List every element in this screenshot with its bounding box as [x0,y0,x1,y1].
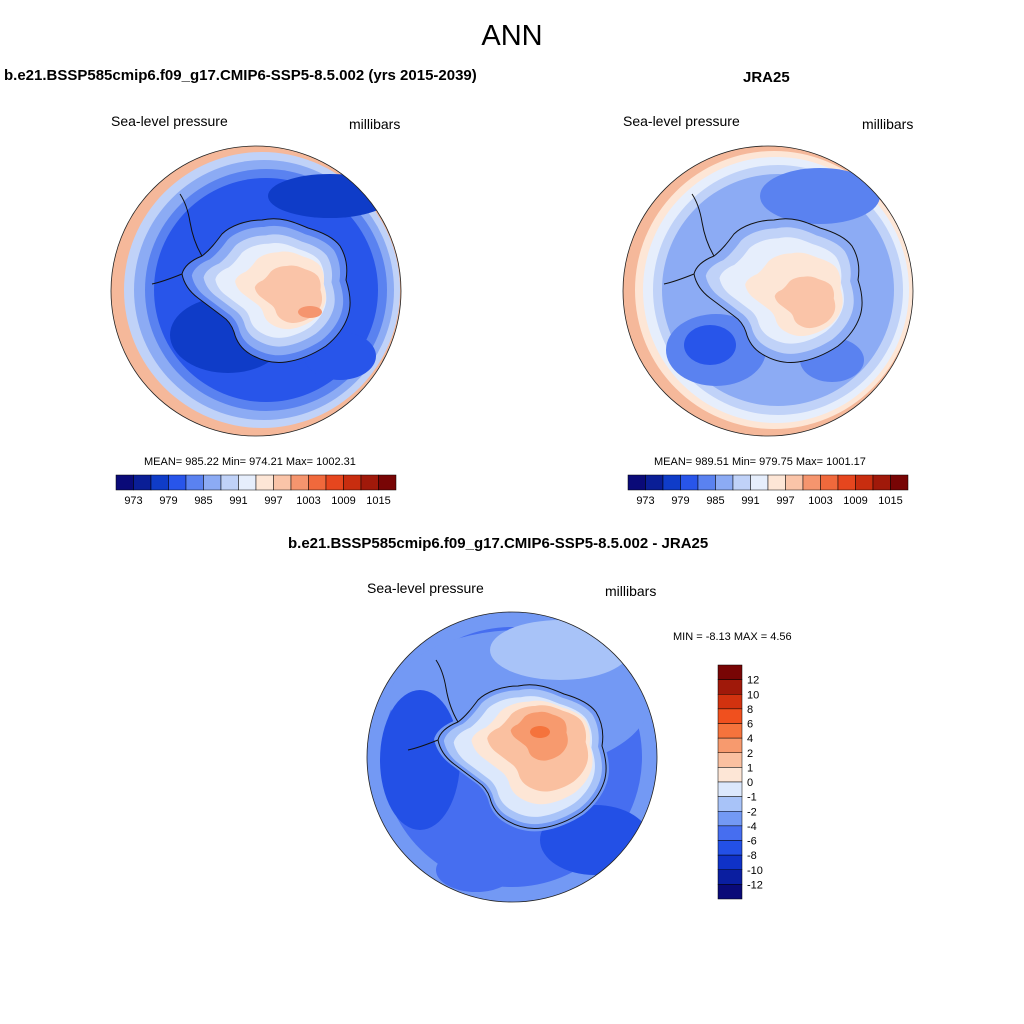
obs-colorbar-swatch [767,474,786,491]
obs-colorbar-swatch [855,474,874,491]
model-colorbar-swatch [290,474,309,491]
diff-colorbar-swatch [717,869,743,885]
model-colorbar-tick-label: 1003 [296,495,320,507]
obs-colorbar-swatch [872,474,891,491]
obs-colorbar-swatch [802,474,821,491]
diff-colorbar-swatch [717,752,743,768]
obs-colorbar-swatch [837,474,856,491]
diff-colorbar-swatch [717,767,743,783]
model-polar-map [111,146,401,436]
obs-colorbar-tick-label: 979 [671,495,689,507]
diff-units-label: millibars [605,583,657,599]
diff-colorbar-tick-label: -6 [747,836,757,848]
model-stats: MEAN= 985.22 Min= 974.21 Max= 1002.31 [144,456,356,468]
model-variable-label: Sea-level pressure [111,113,228,129]
obs-colorbar-swatch [785,474,804,491]
obs-polar-map [623,146,913,436]
model-colorbar-tick-label: 973 [124,495,142,507]
diff-colorbar-swatch [717,694,743,710]
diff-variable-label: Sea-level pressure [367,580,484,596]
diff-panel-title: b.e21.BSSP585cmip6.f09_g17.CMIP6-SSP5-8.… [288,535,709,552]
diff-colorbar-tick-label: 8 [747,704,753,716]
diff-colorbar-tick-label: -2 [747,806,757,818]
obs-units-label: millibars [862,116,914,132]
season-title: ANN [481,20,543,52]
model-colorbar-swatch [255,474,274,491]
model-panel-title: b.e21.BSSP585cmip6.f09_g17.CMIP6-SSP5-8.… [4,67,477,84]
obs-colorbar-tick-label: 973 [636,495,654,507]
obs-colorbar-swatch [750,474,769,491]
obs-colorbar-tick-label: 1015 [878,495,902,507]
obs-colorbar-swatch [890,474,909,491]
model-colorbar-swatch [273,474,292,491]
diff-colorbar-swatch [717,781,743,797]
model-colorbar-swatch [360,474,379,491]
obs-colorbar-swatch [627,474,646,491]
model-colorbar-swatch [133,474,152,491]
model-colorbar-tick-label: 1009 [331,495,355,507]
diff-colorbar-tick-label: 12 [747,675,759,687]
diff-stats: MIN = -8.13 MAX = 4.56 [673,631,792,643]
diff-colorbar-swatch [717,664,743,680]
model-colorbar-tick-label: 991 [229,495,247,507]
diff-colorbar-tick-label: -8 [747,850,757,862]
diff-colorbar-swatch [717,679,743,695]
obs-colorbar: 973 979 985 991 997 1003 1009 1015 [627,474,909,507]
diff-colorbar-swatch [717,825,743,841]
model-colorbar-swatch [378,474,397,491]
diff-colorbar-tick-label: 10 [747,689,759,701]
model-colorbar-swatch [185,474,204,491]
model-colorbar-swatch [308,474,327,491]
diff-colorbar-tick-label: 1 [747,762,753,774]
obs-colorbar-swatch [680,474,699,491]
model-colorbar-tick-label: 1015 [366,495,390,507]
model-colorbar-swatch [203,474,222,491]
model-colorbar-swatch [238,474,257,491]
model-colorbar-swatch [220,474,239,491]
obs-colorbar-tick-label: 991 [741,495,759,507]
obs-colorbar-tick-label: 1009 [843,495,867,507]
diff-colorbar-swatch [717,854,743,870]
diff-colorbar-swatch [717,723,743,739]
diff-colorbar-swatch [717,796,743,812]
diff-colorbar-tick-label: 0 [747,777,753,789]
diff-colorbar-tick-label: -1 [747,792,757,804]
obs-colorbar-swatch [662,474,681,491]
obs-panel-title: JRA25 [743,69,790,86]
diff-colorbar-tick-label: 2 [747,748,753,760]
diff-colorbar-swatch [717,884,743,900]
diff-colorbar-tick-label: -12 [747,879,763,891]
model-colorbar: 973 979 985 991 997 1003 1009 1015 [115,474,397,507]
model-units-label: millibars [349,116,401,132]
model-colorbar-swatch [115,474,134,491]
model-colorbar-tick-label: 979 [159,495,177,507]
obs-colorbar-swatch [820,474,839,491]
diff-colorbar-swatch [717,737,743,753]
diff-colorbar-tick-label: 4 [747,733,753,745]
obs-colorbar-swatch [715,474,734,491]
obs-colorbar-swatch [645,474,664,491]
diff-colorbar-swatch [717,840,743,856]
obs-colorbar-swatch [732,474,751,491]
obs-colorbar-tick-label: 985 [706,495,724,507]
model-colorbar-tick-label: 985 [194,495,212,507]
model-colorbar-swatch [325,474,344,491]
model-colorbar-swatch [150,474,169,491]
model-colorbar-swatch [343,474,362,491]
diff-polar-map [367,612,657,902]
diff-colorbar-swatch [717,811,743,827]
obs-colorbar-swatch [697,474,716,491]
obs-colorbar-tick-label: 1003 [808,495,832,507]
diff-colorbar-tick-label: -10 [747,865,763,877]
diff-colorbar-tick-label: 6 [747,719,753,731]
model-colorbar-tick-label: 997 [264,495,282,507]
diff-colorbar-tick-label: -4 [747,821,757,833]
obs-variable-label: Sea-level pressure [623,113,740,129]
diff-colorbar-swatch [717,708,743,724]
model-colorbar-swatch [168,474,187,491]
obs-stats: MEAN= 989.51 Min= 979.75 Max= 1001.17 [654,456,866,468]
obs-colorbar-tick-label: 997 [776,495,794,507]
